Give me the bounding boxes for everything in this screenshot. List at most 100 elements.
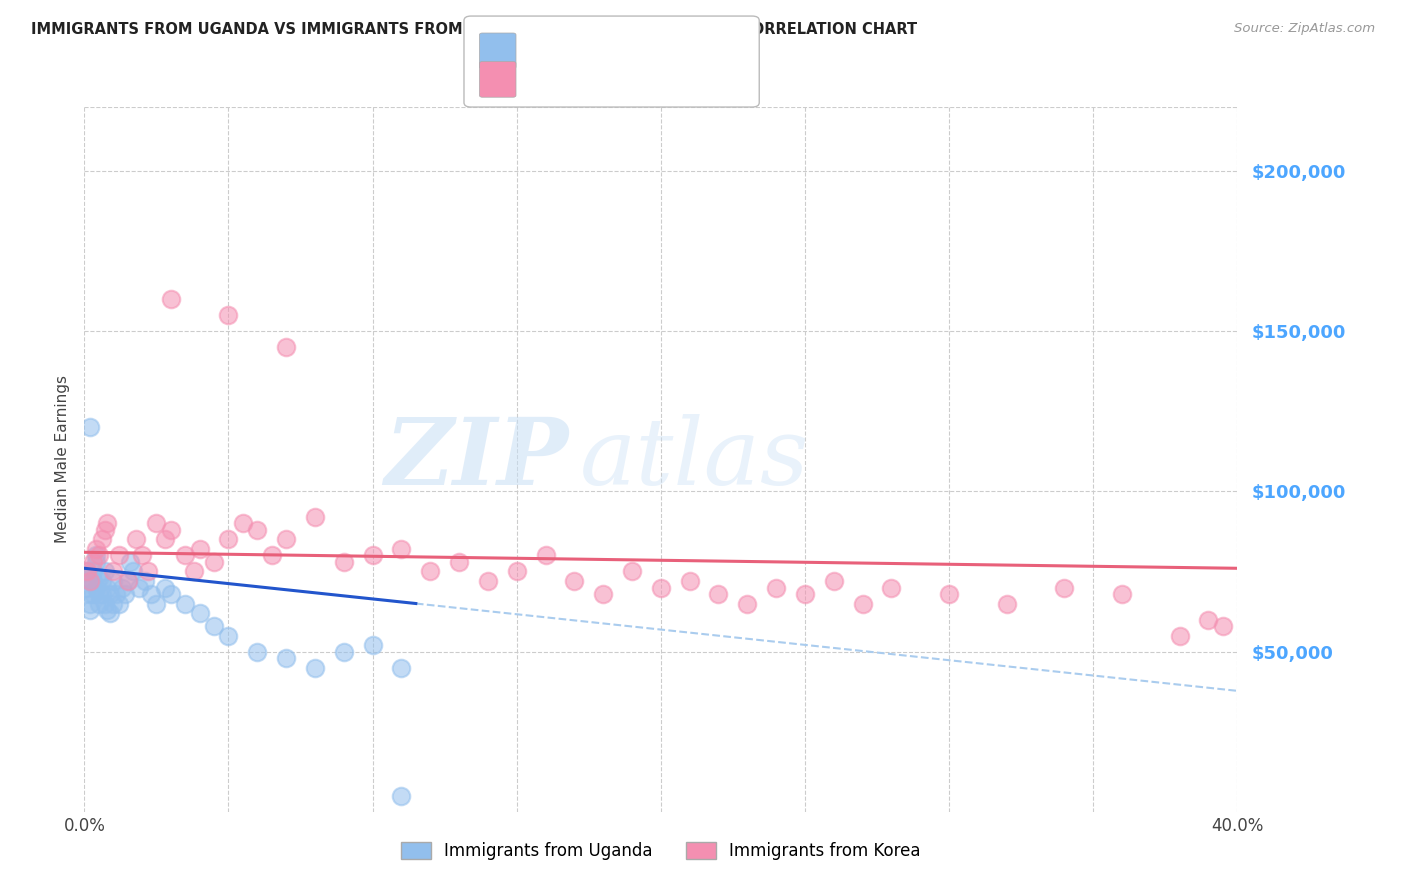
- Point: [333, 555, 356, 569]
- Point: [108, 597, 131, 611]
- Point: [160, 523, 183, 537]
- Point: [183, 565, 205, 579]
- Point: [477, 574, 499, 588]
- Point: [823, 574, 845, 588]
- Point: [79, 574, 101, 588]
- Point: [76, 565, 98, 579]
- Point: [794, 587, 817, 601]
- Point: [276, 533, 298, 547]
- Point: [938, 587, 960, 601]
- Point: [96, 516, 118, 531]
- Point: [765, 581, 787, 595]
- Point: [93, 523, 115, 537]
- Point: [188, 542, 211, 557]
- Point: [120, 555, 142, 569]
- Point: [202, 619, 225, 633]
- Point: [160, 292, 183, 306]
- Point: [145, 597, 167, 611]
- Point: [160, 587, 183, 601]
- Point: [79, 603, 101, 617]
- Point: [82, 574, 104, 588]
- Point: [117, 574, 139, 588]
- Text: -0.070: -0.070: [555, 72, 614, 90]
- Text: atlas: atlas: [581, 415, 810, 504]
- Point: [153, 581, 176, 595]
- Point: [134, 574, 156, 588]
- Point: [333, 644, 356, 658]
- Point: [218, 308, 240, 322]
- Y-axis label: Median Male Earnings: Median Male Earnings: [55, 376, 70, 543]
- Point: [880, 581, 903, 595]
- Text: Source: ZipAtlas.com: Source: ZipAtlas.com: [1234, 22, 1375, 36]
- Point: [82, 587, 104, 601]
- Point: [621, 565, 644, 579]
- Point: [131, 549, 153, 563]
- Text: 57: 57: [655, 72, 678, 90]
- Point: [202, 555, 225, 569]
- Point: [1212, 619, 1234, 633]
- Point: [276, 340, 298, 354]
- Point: [995, 597, 1018, 611]
- Point: [679, 574, 702, 588]
- Point: [82, 565, 104, 579]
- Point: [79, 587, 101, 601]
- Point: [87, 597, 110, 611]
- Point: [87, 549, 110, 563]
- Point: [128, 581, 150, 595]
- Point: [260, 549, 283, 563]
- Point: [125, 533, 148, 547]
- Point: [246, 644, 269, 658]
- Point: [1168, 628, 1191, 642]
- Point: [153, 533, 176, 547]
- Point: [506, 565, 529, 579]
- Point: [98, 587, 121, 601]
- Point: [246, 523, 269, 537]
- Point: [391, 660, 413, 674]
- Point: [391, 542, 413, 557]
- Point: [96, 581, 118, 595]
- Text: IMMIGRANTS FROM UGANDA VS IMMIGRANTS FROM KOREA MEDIAN MALE EARNINGS CORRELATION: IMMIGRANTS FROM UGANDA VS IMMIGRANTS FRO…: [31, 22, 917, 37]
- Text: N =: N =: [623, 72, 659, 90]
- Point: [737, 597, 759, 611]
- Point: [534, 549, 557, 563]
- Text: ZIP: ZIP: [384, 415, 568, 504]
- Point: [76, 565, 98, 579]
- Legend: Immigrants from Uganda, Immigrants from Korea: Immigrants from Uganda, Immigrants from …: [394, 835, 928, 867]
- Point: [1198, 613, 1220, 627]
- Point: [419, 565, 441, 579]
- Point: [139, 587, 162, 601]
- Text: N =: N =: [623, 40, 659, 58]
- Point: [90, 574, 112, 588]
- Point: [84, 555, 107, 569]
- Point: [76, 581, 98, 595]
- Point: [174, 597, 197, 611]
- Point: [84, 542, 107, 557]
- Point: [90, 587, 112, 601]
- Point: [564, 574, 586, 588]
- Point: [449, 555, 471, 569]
- Point: [76, 571, 98, 585]
- Point: [174, 549, 197, 563]
- Point: [93, 565, 115, 579]
- Point: [87, 571, 110, 585]
- Text: 51: 51: [655, 40, 678, 58]
- Point: [1111, 587, 1133, 601]
- Point: [1053, 581, 1076, 595]
- Point: [592, 587, 614, 601]
- Point: [188, 606, 211, 620]
- Point: [111, 581, 134, 595]
- Point: [304, 660, 326, 674]
- Point: [79, 420, 101, 434]
- Point: [98, 606, 121, 620]
- Point: [276, 651, 298, 665]
- Text: R =: R =: [522, 72, 558, 90]
- Point: [105, 587, 128, 601]
- Point: [218, 628, 240, 642]
- Point: [84, 549, 107, 563]
- Point: [136, 565, 159, 579]
- Point: [707, 587, 730, 601]
- Point: [103, 574, 124, 588]
- Point: [650, 581, 672, 595]
- Point: [82, 555, 104, 569]
- Text: -0.136: -0.136: [555, 40, 614, 58]
